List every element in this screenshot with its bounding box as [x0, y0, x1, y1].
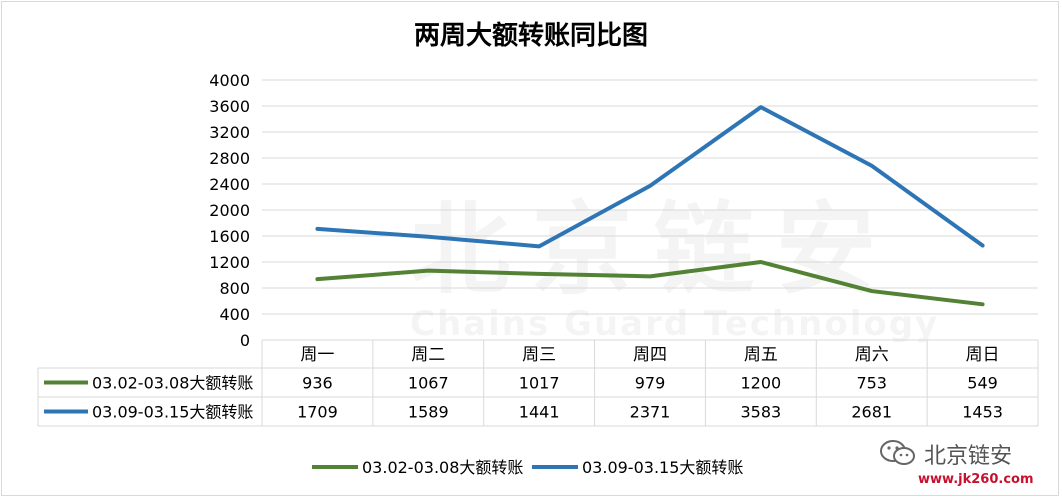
y-tick-label: 800 [219, 279, 250, 298]
y-tick-label: 2800 [209, 149, 250, 168]
data-value-label: 1067 [408, 374, 449, 393]
y-tick-label: 1600 [209, 227, 250, 246]
category-label: 周六 [855, 345, 889, 365]
y-tick-label: 0 [240, 331, 250, 350]
data-value-label: 549 [967, 374, 998, 393]
y-tick-label: 3600 [209, 97, 250, 116]
category-label: 周五 [744, 345, 778, 365]
data-value-label: 979 [635, 374, 666, 393]
data-value-label: 936 [302, 374, 333, 393]
category-label: 周四 [633, 345, 667, 365]
data-value-label: 2371 [630, 403, 671, 422]
y-axis: 0 400 800 1200 1600 2000 2400 2800 3200 3600 4000 [209, 71, 250, 350]
data-table: 周一 周二 周三 周四 周五 周六 周日 03.02-03.08大额转账 936 1067 1017… [37, 340, 1039, 427]
legend-entry: 03.09-03.15大额转账 [582, 458, 743, 477]
series-line-1 [315, 260, 985, 307]
data-value-label: 3583 [740, 403, 781, 422]
y-tick-label: 2400 [209, 175, 250, 194]
data-value-label: 1709 [297, 403, 338, 422]
data-value-label: 753 [856, 374, 887, 393]
data-value-label: 1200 [740, 374, 781, 393]
series-lines [315, 105, 985, 307]
data-value-label: 2681 [851, 403, 892, 422]
legend: 03.02-03.08大额转账 03.09-03.15大额转账 [312, 458, 743, 477]
series-line-2 [315, 105, 985, 249]
watermark-url: www.jk260.com [918, 472, 1034, 487]
table-series-name: 03.02-03.08大额转账 [92, 374, 253, 393]
chart-title: 两周大额转账同比图 [414, 21, 648, 51]
y-tick-label: 400 [219, 305, 250, 324]
data-value-label: 1017 [519, 374, 560, 393]
data-value-label: 1453 [962, 403, 1003, 422]
category-label: 周三 [522, 345, 556, 365]
category-label: 周一 [300, 345, 334, 365]
category-label: 周日 [966, 345, 1000, 365]
y-tick-label: 2000 [209, 201, 250, 220]
watermark-brand: 北京链安 [924, 444, 1013, 469]
table-series-name: 03.09-03.15大额转账 [92, 403, 253, 422]
category-label: 周二 [411, 345, 445, 365]
y-tick-label: 3200 [209, 123, 250, 142]
legend-entry: 03.02-03.08大额转账 [362, 458, 523, 477]
gridlines [262, 79, 1038, 341]
data-value-label: 1589 [408, 403, 449, 422]
wechat-icon [880, 440, 915, 465]
background-watermark-en: Chains Guard Technology [410, 304, 939, 344]
y-tick-label: 4000 [209, 71, 250, 90]
data-value-label: 1441 [519, 403, 560, 422]
y-tick-label: 1200 [209, 253, 250, 272]
